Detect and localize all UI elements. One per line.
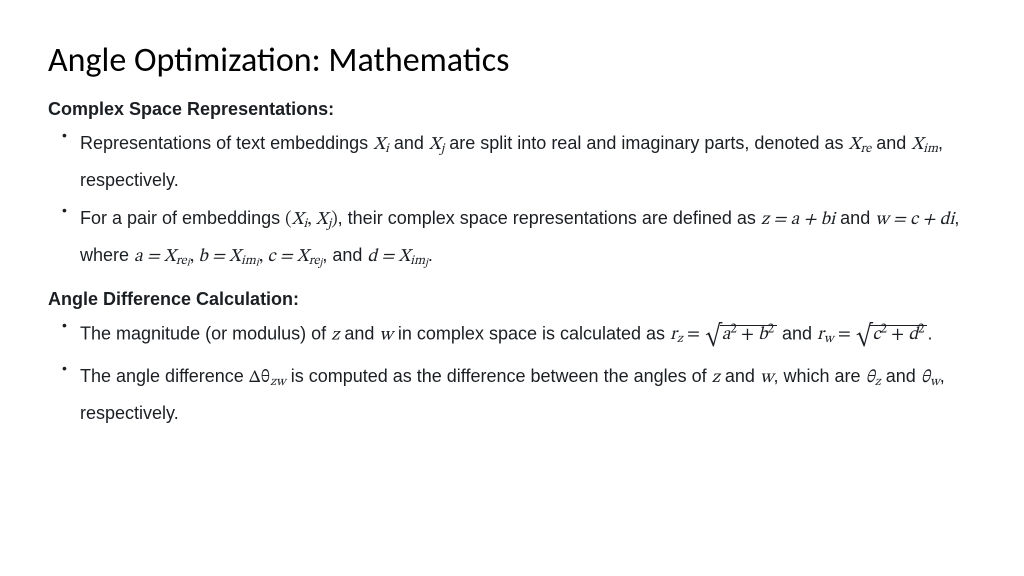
list-item: For a pair of embeddings (Xi, Xj), their… — [66, 201, 976, 275]
math-var: θz — [865, 369, 880, 387]
list-item: The magnitude (or modulus) of z and w in… — [66, 316, 976, 355]
text: For a pair of embeddings — [80, 208, 285, 228]
text: , which are — [773, 366, 865, 386]
text: are split into real and imaginary parts,… — [444, 133, 848, 153]
math-var: z — [712, 369, 720, 387]
math-expr: d = Ximj — [367, 248, 427, 266]
text: . — [428, 245, 433, 265]
text: and — [871, 133, 911, 153]
text: and — [339, 323, 379, 343]
math-var: w — [760, 369, 773, 387]
text: is computed as the difference between th… — [286, 366, 712, 386]
math-var: Xim — [911, 136, 938, 154]
section-heading-2: Angle Difference Calculation: — [48, 289, 976, 310]
sqrt-icon: √a2 + b2 — [705, 316, 777, 355]
text: The magnitude (or modulus) of — [80, 323, 331, 343]
math-var: Δθzw — [249, 369, 286, 387]
text: and — [389, 133, 429, 153]
math-var: Xj — [429, 136, 444, 154]
bullet-list-1: Representations of text embeddings Xi an… — [48, 126, 976, 275]
sqrt-icon: √c2 + d2 — [856, 316, 927, 355]
math-var: w — [379, 326, 392, 344]
slide-container: Angle Optimization: Mathematics Complex … — [0, 0, 1024, 464]
math-expr: rz = √a2 + b2 — [670, 326, 777, 344]
page-title: Angle Optimization: Mathematics — [48, 40, 976, 81]
math-expr: rw = √c2 + d2 — [817, 326, 927, 344]
math-var: θw — [921, 369, 940, 387]
text: The angle difference — [80, 366, 249, 386]
math-expr: a = Xrei, b = Ximi, c = Xrej — [134, 248, 322, 266]
text: . — [927, 323, 932, 343]
text: , their complex space representations ar… — [338, 208, 761, 228]
bullet-list-2: The magnitude (or modulus) of z and w in… — [48, 316, 976, 430]
math-expr: z = a + bi — [761, 211, 835, 229]
section-heading-1: Complex Space Representations: — [48, 99, 976, 120]
text: Representations of text embeddings — [80, 133, 373, 153]
text: , and — [322, 245, 367, 265]
text: and — [881, 366, 921, 386]
math-var: Xi — [373, 136, 389, 154]
text: and — [835, 208, 875, 228]
math-expr: w = c + di — [875, 211, 954, 229]
list-item: The angle difference Δθzw is computed as… — [66, 359, 976, 430]
text: and — [777, 323, 817, 343]
text: and — [720, 366, 760, 386]
math-var: Xre — [849, 136, 872, 154]
math-expr: (Xi, Xj) — [285, 211, 338, 229]
text: in complex space is calculated as — [393, 323, 670, 343]
list-item: Representations of text embeddings Xi an… — [66, 126, 976, 197]
